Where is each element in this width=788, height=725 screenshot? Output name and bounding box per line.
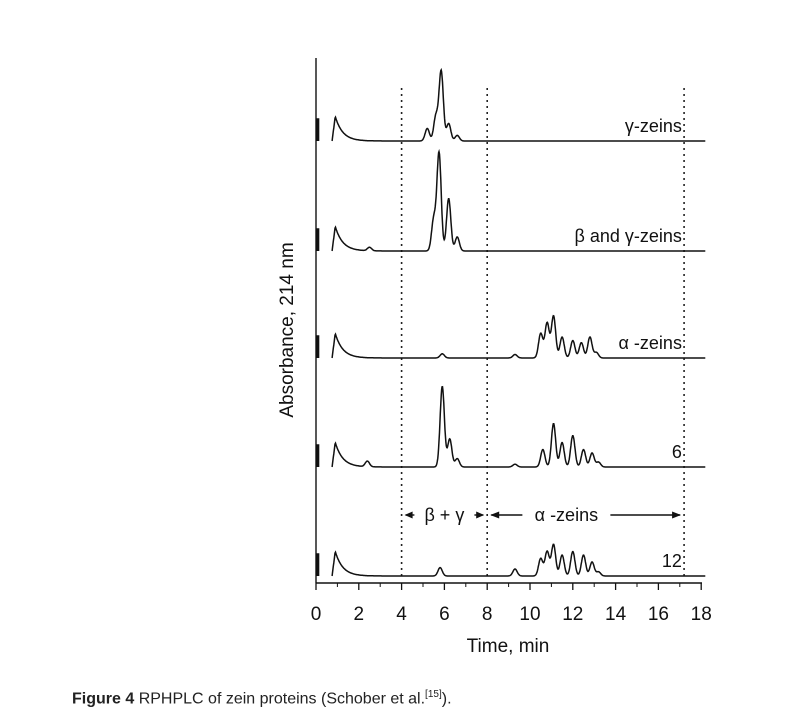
figure-caption: Figure 4 RPHPLC of zein proteins (Schobe… — [72, 689, 452, 708]
x-tick-label: 12 — [562, 604, 583, 625]
arrowhead — [672, 511, 682, 519]
trace-label: α -zeins — [619, 333, 682, 353]
x-tick-label: 16 — [648, 604, 669, 625]
x-tick-label: 4 — [396, 604, 407, 625]
arrowhead — [404, 511, 413, 519]
x-tick-label: 6 — [439, 604, 450, 625]
x-tick-label: 0 — [311, 604, 322, 625]
region-label-alpha: α -zeins — [535, 505, 598, 525]
trace-label: β and γ-zeins — [575, 226, 682, 246]
x-tick-label: 2 — [354, 604, 365, 625]
trace-label: 6 — [672, 442, 682, 462]
chromatogram-figure: Absorbance, 214 nm 0 2 4 6 8 10 12 14 16 18 γ-zei… — [277, 58, 712, 657]
y-axis-label: Absorbance, 214 nm — [277, 242, 298, 417]
caption-text: RPHPLC of zein proteins (Schober et al. — [138, 690, 426, 708]
x-axis-label: Time, min — [467, 636, 550, 657]
arrowhead — [476, 511, 485, 519]
trace-2 — [316, 148, 706, 252]
trace-5 — [316, 543, 706, 577]
x-tick-label: 10 — [519, 604, 540, 625]
region-label-beta-gamma: β + γ — [424, 505, 464, 525]
x-tick-label: 14 — [605, 604, 627, 625]
arrowhead — [490, 511, 500, 519]
trace-3 — [316, 314, 706, 359]
trace-1 — [316, 67, 706, 142]
trace-label: 12 — [662, 551, 682, 571]
trace-label: γ-zeins — [625, 116, 682, 136]
caption-reference: [15] — [425, 689, 442, 700]
trace-4 — [316, 385, 706, 468]
caption-end: ). — [441, 690, 452, 708]
x-tick-label: 8 — [482, 604, 493, 625]
x-tick-label: 18 — [691, 604, 712, 625]
figure-number: Figure 4 — [72, 690, 135, 708]
